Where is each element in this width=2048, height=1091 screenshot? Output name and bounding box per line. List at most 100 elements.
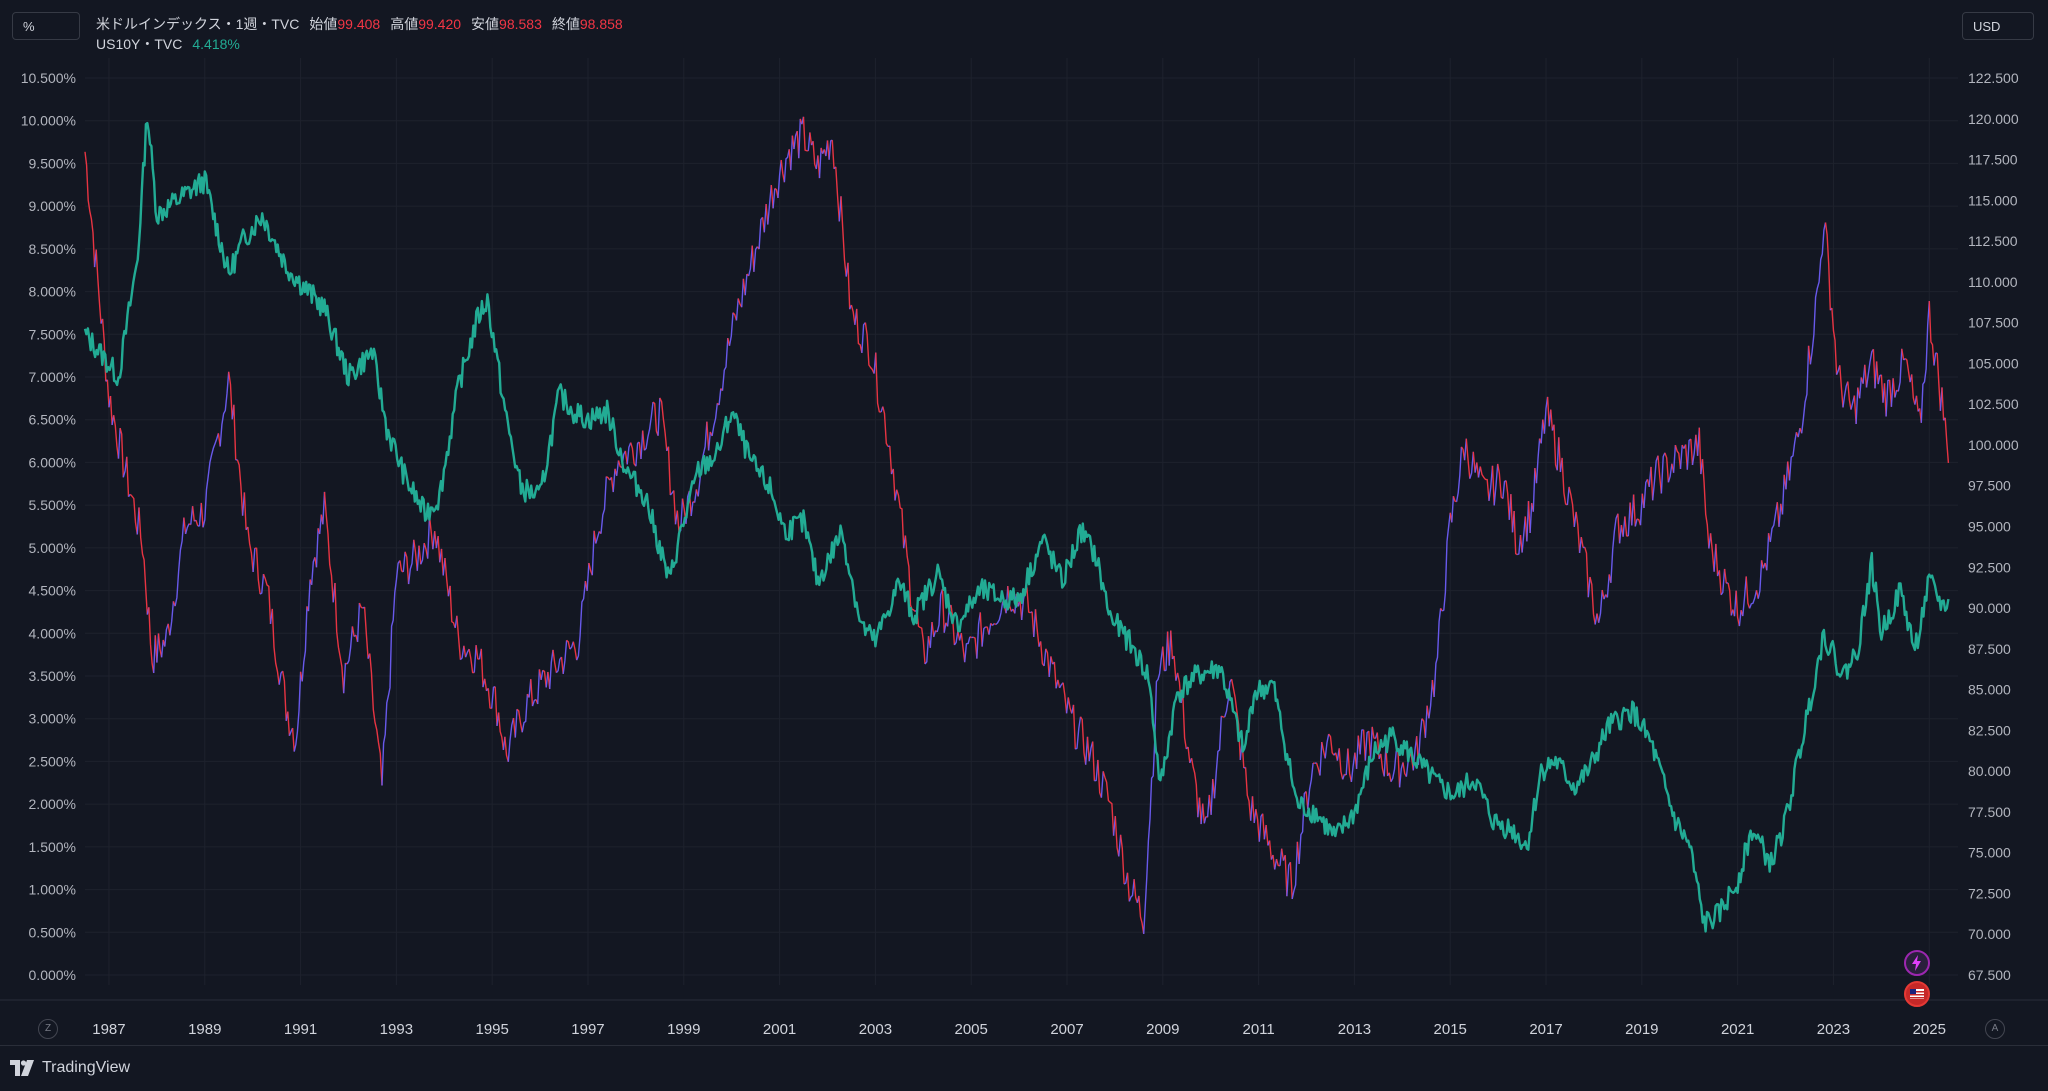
dxy-segment bbox=[515, 709, 517, 737]
currency-button[interactable]: USD bbox=[1962, 12, 2034, 40]
dxy-segment bbox=[851, 305, 855, 325]
dxy-segment bbox=[1675, 445, 1680, 469]
dxy-segment bbox=[644, 402, 653, 450]
dxy-segment bbox=[653, 402, 658, 436]
dxy-segment bbox=[1725, 569, 1727, 583]
left-scale-button[interactable]: % bbox=[12, 12, 80, 40]
dxy-segment bbox=[450, 586, 455, 628]
right-tick-label: 90.000 bbox=[1968, 600, 2011, 616]
dxy-segment bbox=[1893, 378, 1895, 397]
dxy-segment bbox=[883, 407, 888, 447]
right-tick-label: 95.000 bbox=[1968, 519, 2011, 535]
dxy-segment bbox=[930, 622, 932, 648]
grid bbox=[85, 58, 1958, 985]
left-tick-label: 3.500% bbox=[29, 668, 76, 684]
dxy-segment bbox=[719, 389, 721, 406]
dxy-segment bbox=[951, 605, 954, 645]
dxy-segment bbox=[1644, 479, 1648, 508]
dxy-segment bbox=[1348, 749, 1352, 782]
dxy-segment bbox=[1074, 705, 1076, 749]
dxy-segment bbox=[1902, 349, 1904, 360]
dxy-segment bbox=[1783, 475, 1785, 515]
dxy-segment bbox=[1058, 680, 1060, 688]
dxy-segment bbox=[862, 323, 866, 353]
lightning-icon[interactable] bbox=[1904, 950, 1930, 976]
dxy-segment bbox=[162, 640, 164, 657]
dxy-segment bbox=[556, 657, 561, 673]
legend-second-row[interactable]: US10Y・TVC 4.418% bbox=[96, 34, 623, 54]
dxy-segment bbox=[184, 518, 186, 534]
tradingview-logo-icon bbox=[10, 1060, 36, 1076]
dxy-segment bbox=[567, 640, 570, 649]
dxy-segment bbox=[865, 323, 874, 374]
dxy-segment bbox=[1810, 223, 1825, 365]
dxy-segment bbox=[925, 636, 929, 664]
dxy-segment bbox=[1848, 382, 1851, 410]
dxy-segment bbox=[596, 531, 600, 543]
dxy-segment bbox=[1739, 610, 1741, 626]
dxy-segment bbox=[917, 610, 925, 664]
dxy-segment bbox=[464, 646, 466, 657]
dxy-segment bbox=[1204, 817, 1206, 824]
dxy-segment bbox=[325, 492, 334, 602]
dxy-segment bbox=[409, 540, 414, 584]
dxy-segment bbox=[742, 279, 744, 307]
right-tick-label: 117.500 bbox=[1968, 152, 2018, 168]
z-button[interactable]: Z bbox=[38, 1019, 58, 1039]
legend-open-value: 99.408 bbox=[337, 14, 380, 34]
dxy-segment bbox=[403, 552, 405, 572]
dxy-segment bbox=[1843, 382, 1848, 408]
dxy-segment bbox=[737, 298, 739, 320]
dxy-segment bbox=[1895, 390, 1897, 397]
dxy-segment bbox=[196, 520, 198, 526]
left-tick-label: 6.500% bbox=[29, 412, 76, 428]
dxy-segment bbox=[1581, 537, 1583, 547]
dxy-segment bbox=[120, 428, 123, 477]
dxy-segment bbox=[1270, 841, 1272, 860]
dxy-segment bbox=[1139, 896, 1144, 934]
dxy-segment bbox=[1559, 437, 1561, 472]
dxy-segment bbox=[1434, 608, 1441, 697]
dxy-segment bbox=[587, 563, 589, 591]
us-flag-icon[interactable] bbox=[1904, 981, 1930, 1007]
right-tick-label: 70.000 bbox=[1968, 926, 2011, 942]
dxy-segment bbox=[627, 443, 631, 465]
dxy-segment bbox=[643, 431, 645, 451]
right-tick-label: 112.500 bbox=[1968, 233, 2018, 249]
dxy-segment bbox=[1372, 727, 1375, 739]
auto-scale-button[interactable]: A bbox=[1985, 1019, 2005, 1039]
dxy-segment bbox=[1728, 583, 1731, 616]
dxy-segment bbox=[1551, 410, 1553, 431]
right-tick-label: 110.000 bbox=[1968, 274, 2018, 290]
dxy-segment bbox=[1063, 683, 1067, 714]
left-tick-label: 4.500% bbox=[29, 583, 76, 599]
dxy-segment bbox=[499, 713, 504, 750]
brand[interactable]: TradingView bbox=[10, 1059, 130, 1077]
dxy-segment bbox=[820, 148, 822, 178]
dxy-segment bbox=[457, 616, 461, 660]
dxy-segment bbox=[1503, 481, 1506, 499]
dxy-segment bbox=[980, 612, 982, 646]
dxy-segment bbox=[294, 672, 300, 752]
dxy-segment bbox=[1452, 496, 1454, 522]
dxy-segment bbox=[421, 543, 424, 564]
dxy-segment bbox=[730, 313, 734, 346]
dxy-segment bbox=[255, 548, 260, 594]
dxy-segment bbox=[1530, 503, 1532, 533]
dxy-segment bbox=[1171, 631, 1173, 660]
dxy-segment bbox=[244, 492, 246, 529]
dxy-segment bbox=[229, 372, 233, 420]
dxy-segment bbox=[1665, 453, 1669, 483]
legend-low-label: 安値 bbox=[471, 14, 499, 34]
dxy-segment bbox=[1044, 649, 1046, 666]
left-tick-label: 5.500% bbox=[29, 497, 76, 513]
dxy-segment bbox=[1867, 349, 1874, 387]
right-tick-label: 80.000 bbox=[1968, 763, 2011, 779]
right-axis: 122.500120.000117.500115.000112.500110.0… bbox=[1968, 70, 2019, 983]
dxy-segment bbox=[965, 637, 970, 662]
dxy-segment bbox=[1357, 736, 1359, 769]
legend-main-row[interactable]: 米ドルインデックス・1週・TVC 始値 99.408 高値 99.420 安値 … bbox=[96, 14, 623, 34]
dxy-segment bbox=[773, 188, 775, 208]
dxy-segment bbox=[1929, 301, 1934, 365]
